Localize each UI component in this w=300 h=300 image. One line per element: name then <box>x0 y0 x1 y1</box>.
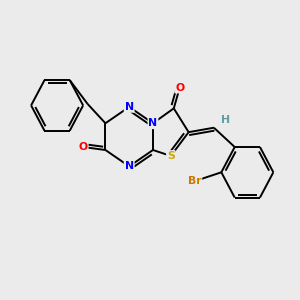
Text: S: S <box>167 151 175 161</box>
Text: O: O <box>79 142 88 152</box>
Text: N: N <box>124 161 134 171</box>
Text: O: O <box>175 82 184 93</box>
Text: H: H <box>220 115 230 125</box>
Text: N: N <box>124 102 134 112</box>
Text: Br: Br <box>188 176 201 186</box>
Text: N: N <box>148 118 158 128</box>
